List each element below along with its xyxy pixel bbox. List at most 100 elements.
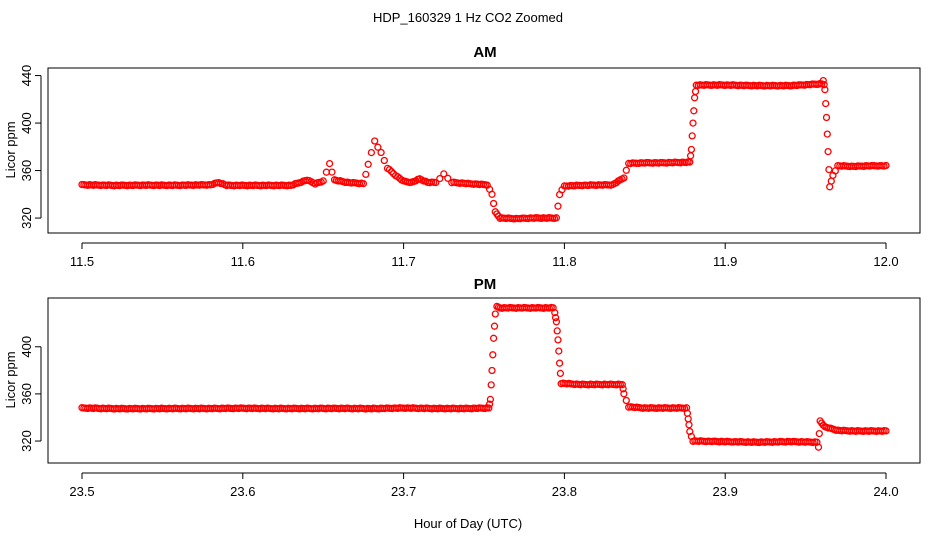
data-point	[820, 81, 828, 89]
data-point	[686, 152, 695, 160]
data-point	[691, 87, 700, 96]
y-tick-label: 400	[19, 336, 34, 358]
data-point	[486, 395, 495, 404]
data-point	[620, 390, 628, 398]
data-point	[821, 86, 829, 94]
data-point	[380, 156, 388, 165]
data-point	[364, 160, 372, 168]
data-point	[618, 381, 626, 389]
pm-plot-frame	[47, 297, 921, 464]
x-tick-label: 11.6	[231, 254, 255, 269]
data-point	[555, 359, 564, 367]
data-point	[815, 429, 823, 438]
data-point	[551, 309, 559, 317]
data-point	[882, 427, 890, 435]
x-tick-label: 11.8	[552, 254, 576, 269]
data-point	[556, 369, 565, 378]
x-tick-label: 23.8	[552, 484, 577, 499]
x-tick-label: 23.6	[230, 484, 255, 499]
am-points	[78, 76, 890, 223]
data-point	[619, 385, 627, 393]
x-tick-label: 11.5	[70, 254, 94, 269]
data-point	[328, 168, 336, 176]
data-point	[359, 179, 368, 188]
y-tick-label: 400	[19, 112, 34, 134]
data-point	[686, 427, 694, 436]
data-point	[374, 143, 382, 151]
am-panel-title: AM	[473, 44, 496, 61]
data-point	[444, 174, 452, 182]
pm-points	[78, 302, 890, 451]
data-point	[362, 170, 370, 179]
data-point	[622, 396, 630, 405]
y-tick-label: 440	[19, 65, 34, 87]
data-point	[489, 334, 498, 342]
data-point	[814, 443, 823, 451]
data-point	[690, 94, 699, 102]
data-point	[690, 107, 698, 115]
x-tick-label: 12.0	[873, 254, 898, 269]
data-point	[554, 336, 562, 344]
pm-x-axis: 23.5 23.6 23.7 23.8 23.9 24.0	[69, 472, 899, 499]
data-point	[489, 199, 498, 208]
data-point	[554, 202, 562, 210]
data-point	[489, 351, 497, 359]
am-panel: AM Licor ppm 11.5 11.6 11.7 11.8 11.9 12.0 32…	[3, 44, 921, 269]
data-point	[819, 76, 827, 85]
am-y-axis-label: Licor ppm	[3, 121, 18, 178]
data-point	[432, 178, 440, 187]
data-point	[822, 99, 830, 108]
x-tick-label: 23.9	[713, 484, 738, 499]
data-point	[823, 130, 831, 138]
pm-y-axis: 320 360 400	[19, 336, 42, 452]
data-point	[485, 404, 493, 412]
data-point	[687, 145, 696, 154]
y-tick-label: 360	[19, 383, 34, 405]
data-point	[551, 314, 560, 322]
data-point	[622, 166, 630, 174]
data-point	[491, 310, 499, 318]
data-point	[488, 366, 496, 375]
data-point	[822, 113, 831, 122]
data-point	[552, 318, 561, 326]
data-point	[385, 165, 394, 174]
data-point	[689, 119, 697, 127]
data-point	[553, 327, 561, 335]
data-point	[490, 322, 499, 330]
data-point	[440, 170, 448, 178]
data-point	[436, 174, 444, 183]
data-point	[487, 381, 495, 389]
data-point	[325, 159, 334, 168]
data-point	[555, 347, 563, 355]
data-point	[685, 421, 693, 429]
x-tick-label: 24.0	[873, 484, 898, 499]
data-point	[319, 177, 327, 185]
data-point	[552, 214, 561, 222]
data-point	[688, 132, 696, 140]
y-tick-label: 360	[19, 160, 34, 182]
pm-panel-title: PM	[474, 276, 497, 293]
data-point	[485, 400, 494, 408]
pm-panel: PM Licor ppm 23.5 23.6 23.7 23.8 23.9 24.0 32…	[3, 276, 921, 499]
x-tick-label: 23.7	[391, 484, 416, 499]
data-point	[367, 148, 376, 157]
y-tick-label: 320	[19, 430, 34, 452]
data-point	[825, 165, 833, 174]
x-tick-label: 11.9	[713, 254, 737, 269]
pm-y-axis-label: Licor ppm	[3, 351, 18, 408]
data-point	[824, 147, 832, 156]
data-point	[882, 161, 890, 170]
am-plot-frame	[47, 67, 921, 234]
data-point	[377, 148, 385, 157]
am-x-axis: 11.5 11.6 11.7 11.8 11.9 12.0	[70, 242, 899, 269]
data-point	[488, 190, 496, 198]
figure-title: HDP_160329 1 Hz CO2 Zoomed	[373, 10, 563, 25]
y-tick-label: 320	[19, 207, 34, 229]
x-tick-label: 23.5	[69, 484, 94, 499]
data-point	[371, 137, 379, 145]
x-tick-label: 11.7	[391, 254, 415, 269]
am-y-axis: 320 360 400 440	[19, 65, 42, 229]
data-point	[620, 174, 628, 182]
x-axis-label: Hour of Day (UTC)	[414, 516, 522, 531]
